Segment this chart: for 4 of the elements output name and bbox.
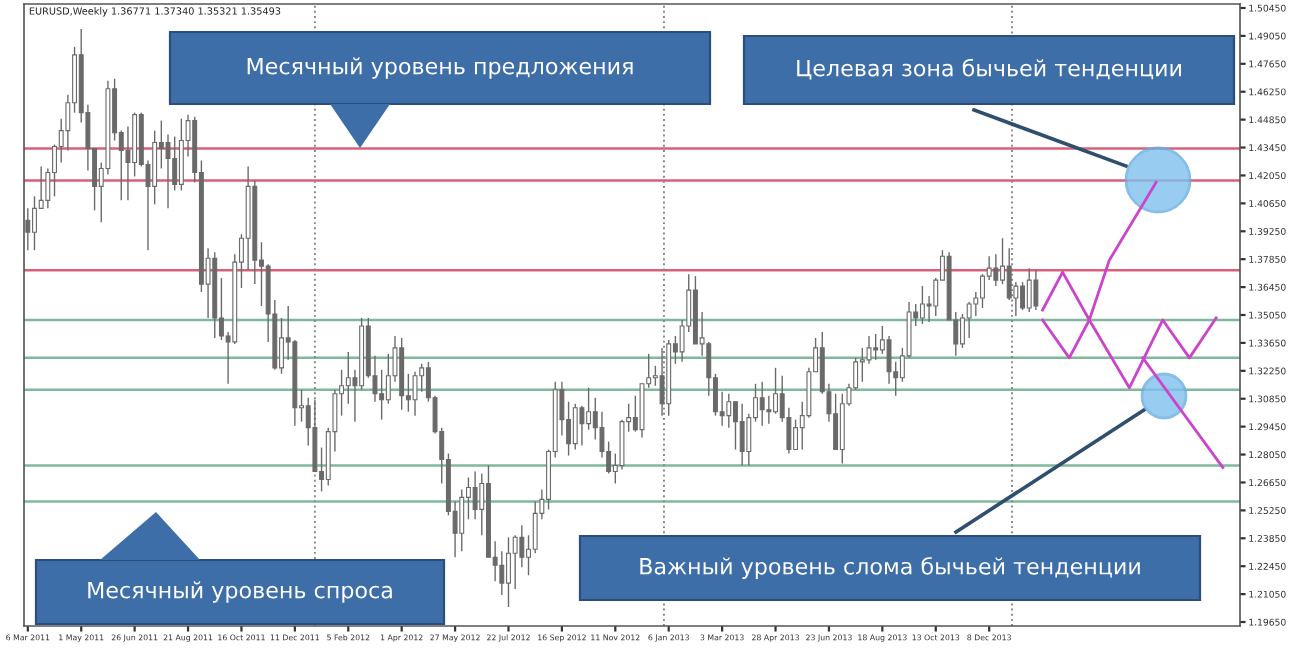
annotation: Месячный уровень предложения [247, 57, 633, 79]
annotation: Целевая зона бычьей тенденции [797, 58, 1181, 80]
annotation: Месячный уровень спроса [88, 581, 392, 603]
annotation: Важный уровень слома бычьей тенденции [640, 557, 1140, 579]
